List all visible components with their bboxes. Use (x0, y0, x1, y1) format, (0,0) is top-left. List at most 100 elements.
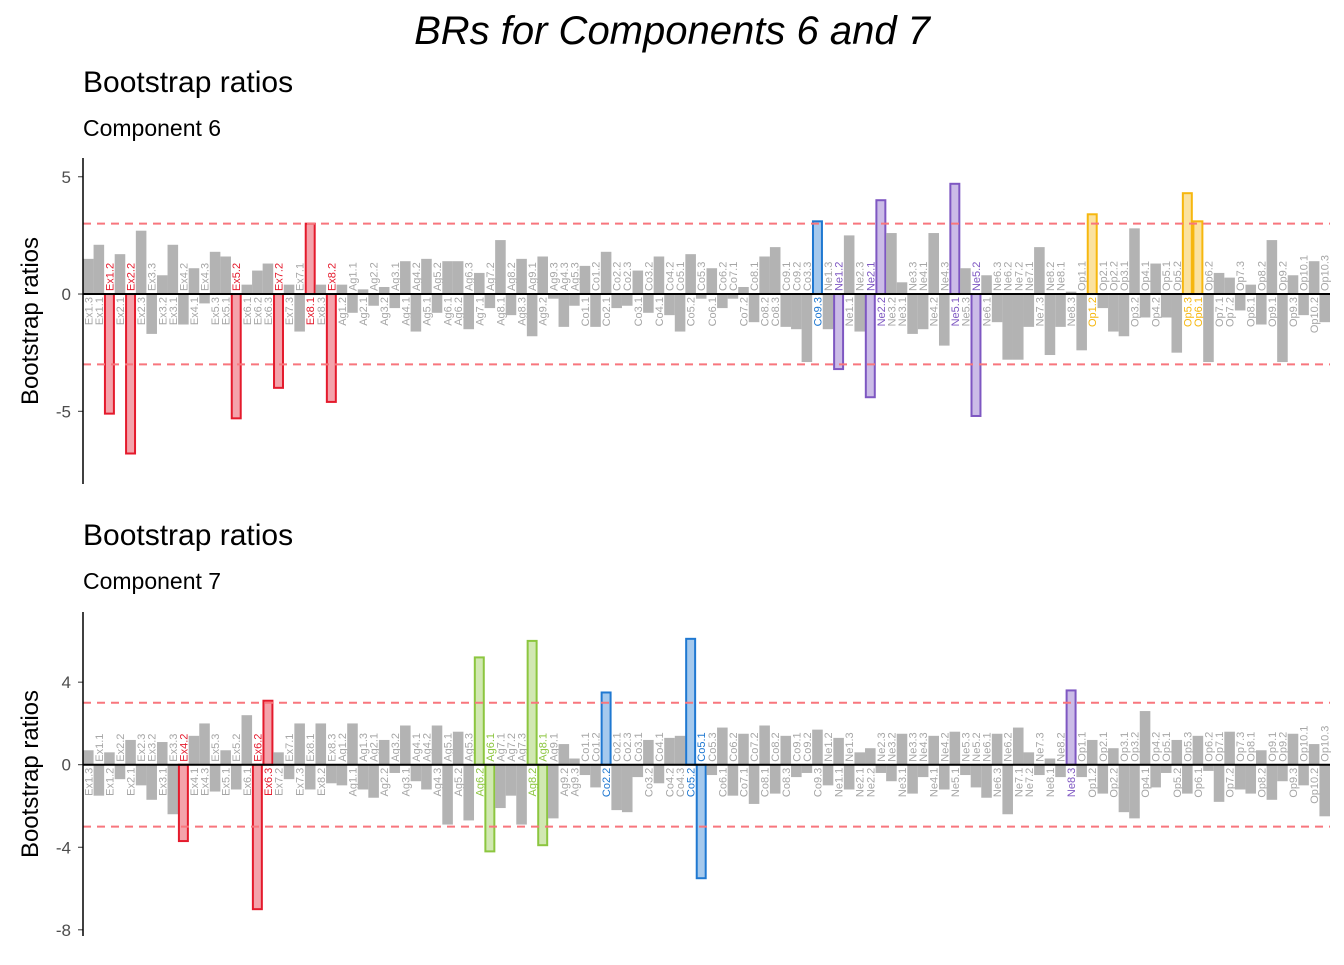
highlighted-bar (1192, 220, 1204, 296)
highlighted-bar (1181, 192, 1193, 296)
bar (1277, 764, 1288, 782)
bar (674, 735, 686, 765)
y-tick-label: -8 (56, 921, 71, 940)
bar (146, 294, 157, 334)
bar-label: Ex4.3 (200, 263, 212, 291)
bar-label: Ne3.3 (908, 732, 920, 761)
bar-label: Co2.1 (612, 732, 624, 761)
bar-label: Ex5.1 (221, 768, 233, 796)
bar-label: Ag5.3 (569, 262, 581, 291)
bar (262, 263, 274, 295)
bar-label: Ag1.1 (347, 262, 359, 291)
bar-label: Ex2.2 (126, 263, 138, 291)
bar-label: Op10.1 (1299, 255, 1311, 291)
bar-label: Op2.2 (1108, 768, 1120, 798)
bar (188, 268, 200, 295)
bar-label: Ag8.1 (495, 297, 507, 326)
bar-label: Ex3.2 (147, 734, 159, 762)
bar (516, 764, 527, 825)
bar-label: Ex6.3 (263, 768, 275, 796)
bar-label: Ex3.2 (157, 297, 169, 325)
bar-label: Ne8.3 (1066, 768, 1078, 797)
bar-label: Co5.1 (675, 262, 687, 291)
bar (452, 731, 464, 765)
bar-label: Ag6.1 (485, 733, 497, 762)
bar-label: Ex2.1 (126, 768, 138, 796)
bar-label: Ex2.2 (115, 734, 127, 762)
bar (1160, 764, 1172, 773)
bar-label: Ex8.2 (316, 768, 328, 796)
bar-label: Ne4.3 (918, 732, 930, 761)
bar (991, 294, 1003, 323)
bar-label: Op5.2 (1172, 261, 1184, 291)
bar-label: Ex8.3 (326, 734, 338, 762)
bar (1319, 764, 1330, 817)
bar (241, 715, 253, 765)
bar-label: Co6.1 (717, 768, 729, 797)
bar-label: Ag7.1 (474, 297, 486, 326)
bar-label: Co9.2 (791, 262, 803, 291)
bar-label: Co1.1 (580, 732, 592, 761)
bar (463, 764, 475, 821)
bar (421, 258, 432, 295)
bar-label: Ex8.1 (305, 734, 317, 762)
bar (1108, 748, 1119, 765)
bar (1108, 294, 1119, 332)
bar-label: Op7.1 (1214, 732, 1226, 762)
bar (801, 294, 813, 363)
highlighted-bar (177, 763, 189, 843)
bar-label: Ne2.2 (876, 297, 888, 326)
bar (949, 731, 961, 765)
bar-label: Ag9.1 (548, 733, 560, 762)
bar (220, 256, 231, 295)
bar-label: Op5.3 (1182, 732, 1194, 762)
bar-label: Ag2.2 (379, 768, 391, 797)
bar (410, 294, 422, 332)
bar (146, 764, 157, 800)
bar-label: Ex6.3 (263, 297, 275, 325)
bar-label: Ex4.1 (189, 297, 201, 325)
bar-label: Ex6.2 (252, 734, 264, 762)
bar-label: Ne2.3 (855, 262, 867, 291)
bar (1182, 764, 1193, 794)
highlighted-bar (970, 293, 982, 417)
bar (135, 230, 147, 295)
bar (664, 737, 675, 765)
bar-label: Ne6.2 (1003, 262, 1015, 291)
bar (759, 725, 770, 765)
bar-label: Ex7.2 (274, 263, 286, 291)
bar (738, 286, 749, 295)
bar (1192, 735, 1204, 765)
bar-label: Co2.2 (601, 768, 613, 797)
bar-label: Ex8.1 (305, 297, 317, 325)
bar-label: Ag6.2 (474, 768, 486, 797)
bar-label: Ex1.1 (94, 734, 106, 762)
bar-label: Co8.3 (781, 768, 793, 797)
bar (93, 764, 105, 796)
bar (643, 294, 654, 313)
bar-label: Co5.1 (696, 732, 708, 761)
bar (1139, 294, 1151, 318)
bar-label: Co9.1 (781, 262, 793, 291)
bar-label: Co9.3 (812, 297, 824, 326)
bar-label: Ag4.2 (421, 733, 433, 762)
bar-label: Ne2.1 (865, 262, 877, 291)
y-tick-label: 0 (62, 285, 71, 304)
bar (1129, 228, 1140, 295)
bar (1245, 284, 1257, 295)
bar-label: Op6.1 (1193, 768, 1205, 798)
bar (621, 764, 633, 813)
bar-label: Co5.2 (686, 297, 698, 326)
bar (400, 725, 411, 765)
highlighted-bar (273, 293, 284, 389)
bar-label: Co4.2 (665, 262, 677, 291)
bar (886, 233, 897, 295)
bar-label: Co4.1 (654, 297, 666, 326)
bar (1034, 247, 1045, 295)
bar-label: Ne7.1 (1013, 768, 1025, 797)
bar (326, 764, 337, 784)
bar-label: Ex1.3 (83, 768, 95, 796)
bar-label: Co2.2 (612, 262, 624, 291)
bar (167, 764, 179, 815)
bar-label: Ex6.2 (252, 297, 264, 325)
